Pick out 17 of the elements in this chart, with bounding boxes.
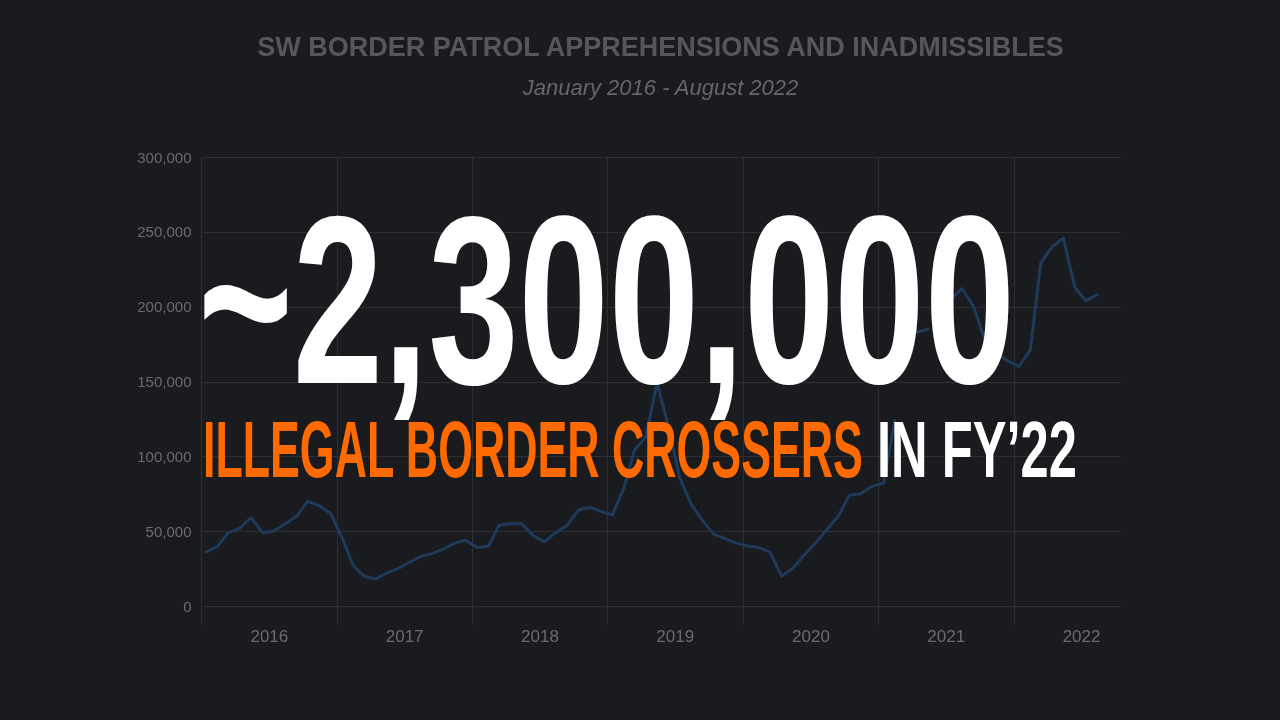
annotation: IN FY’22: [877, 405, 1077, 494]
y-tick-label: 100,000: [137, 447, 192, 465]
x-tick-label: 2018: [521, 626, 559, 646]
x-tick-label: 2020: [792, 626, 830, 646]
x-tick-label: 2019: [656, 626, 695, 646]
x-tick-label: 2017: [385, 626, 424, 646]
x-tick-label: 2016: [250, 626, 289, 646]
y-tick-label: 200,000: [137, 298, 192, 316]
y-tick-label: 50,000: [145, 522, 192, 540]
chart-subtitle: January 2016 - August 2022: [521, 75, 799, 100]
y-tick-label: 300,000: [137, 148, 192, 166]
y-tick-label: 250,000: [137, 223, 192, 241]
x-tick-label: 2022: [1062, 626, 1101, 646]
chart-title: SW BORDER PATROL APPREHENSIONS AND INADMISSIBLES: [257, 32, 1064, 62]
y-tick-label: 0: [183, 597, 192, 615]
x-tick-label: 2021: [927, 626, 966, 646]
y-tick-label: 150,000: [137, 373, 192, 390]
